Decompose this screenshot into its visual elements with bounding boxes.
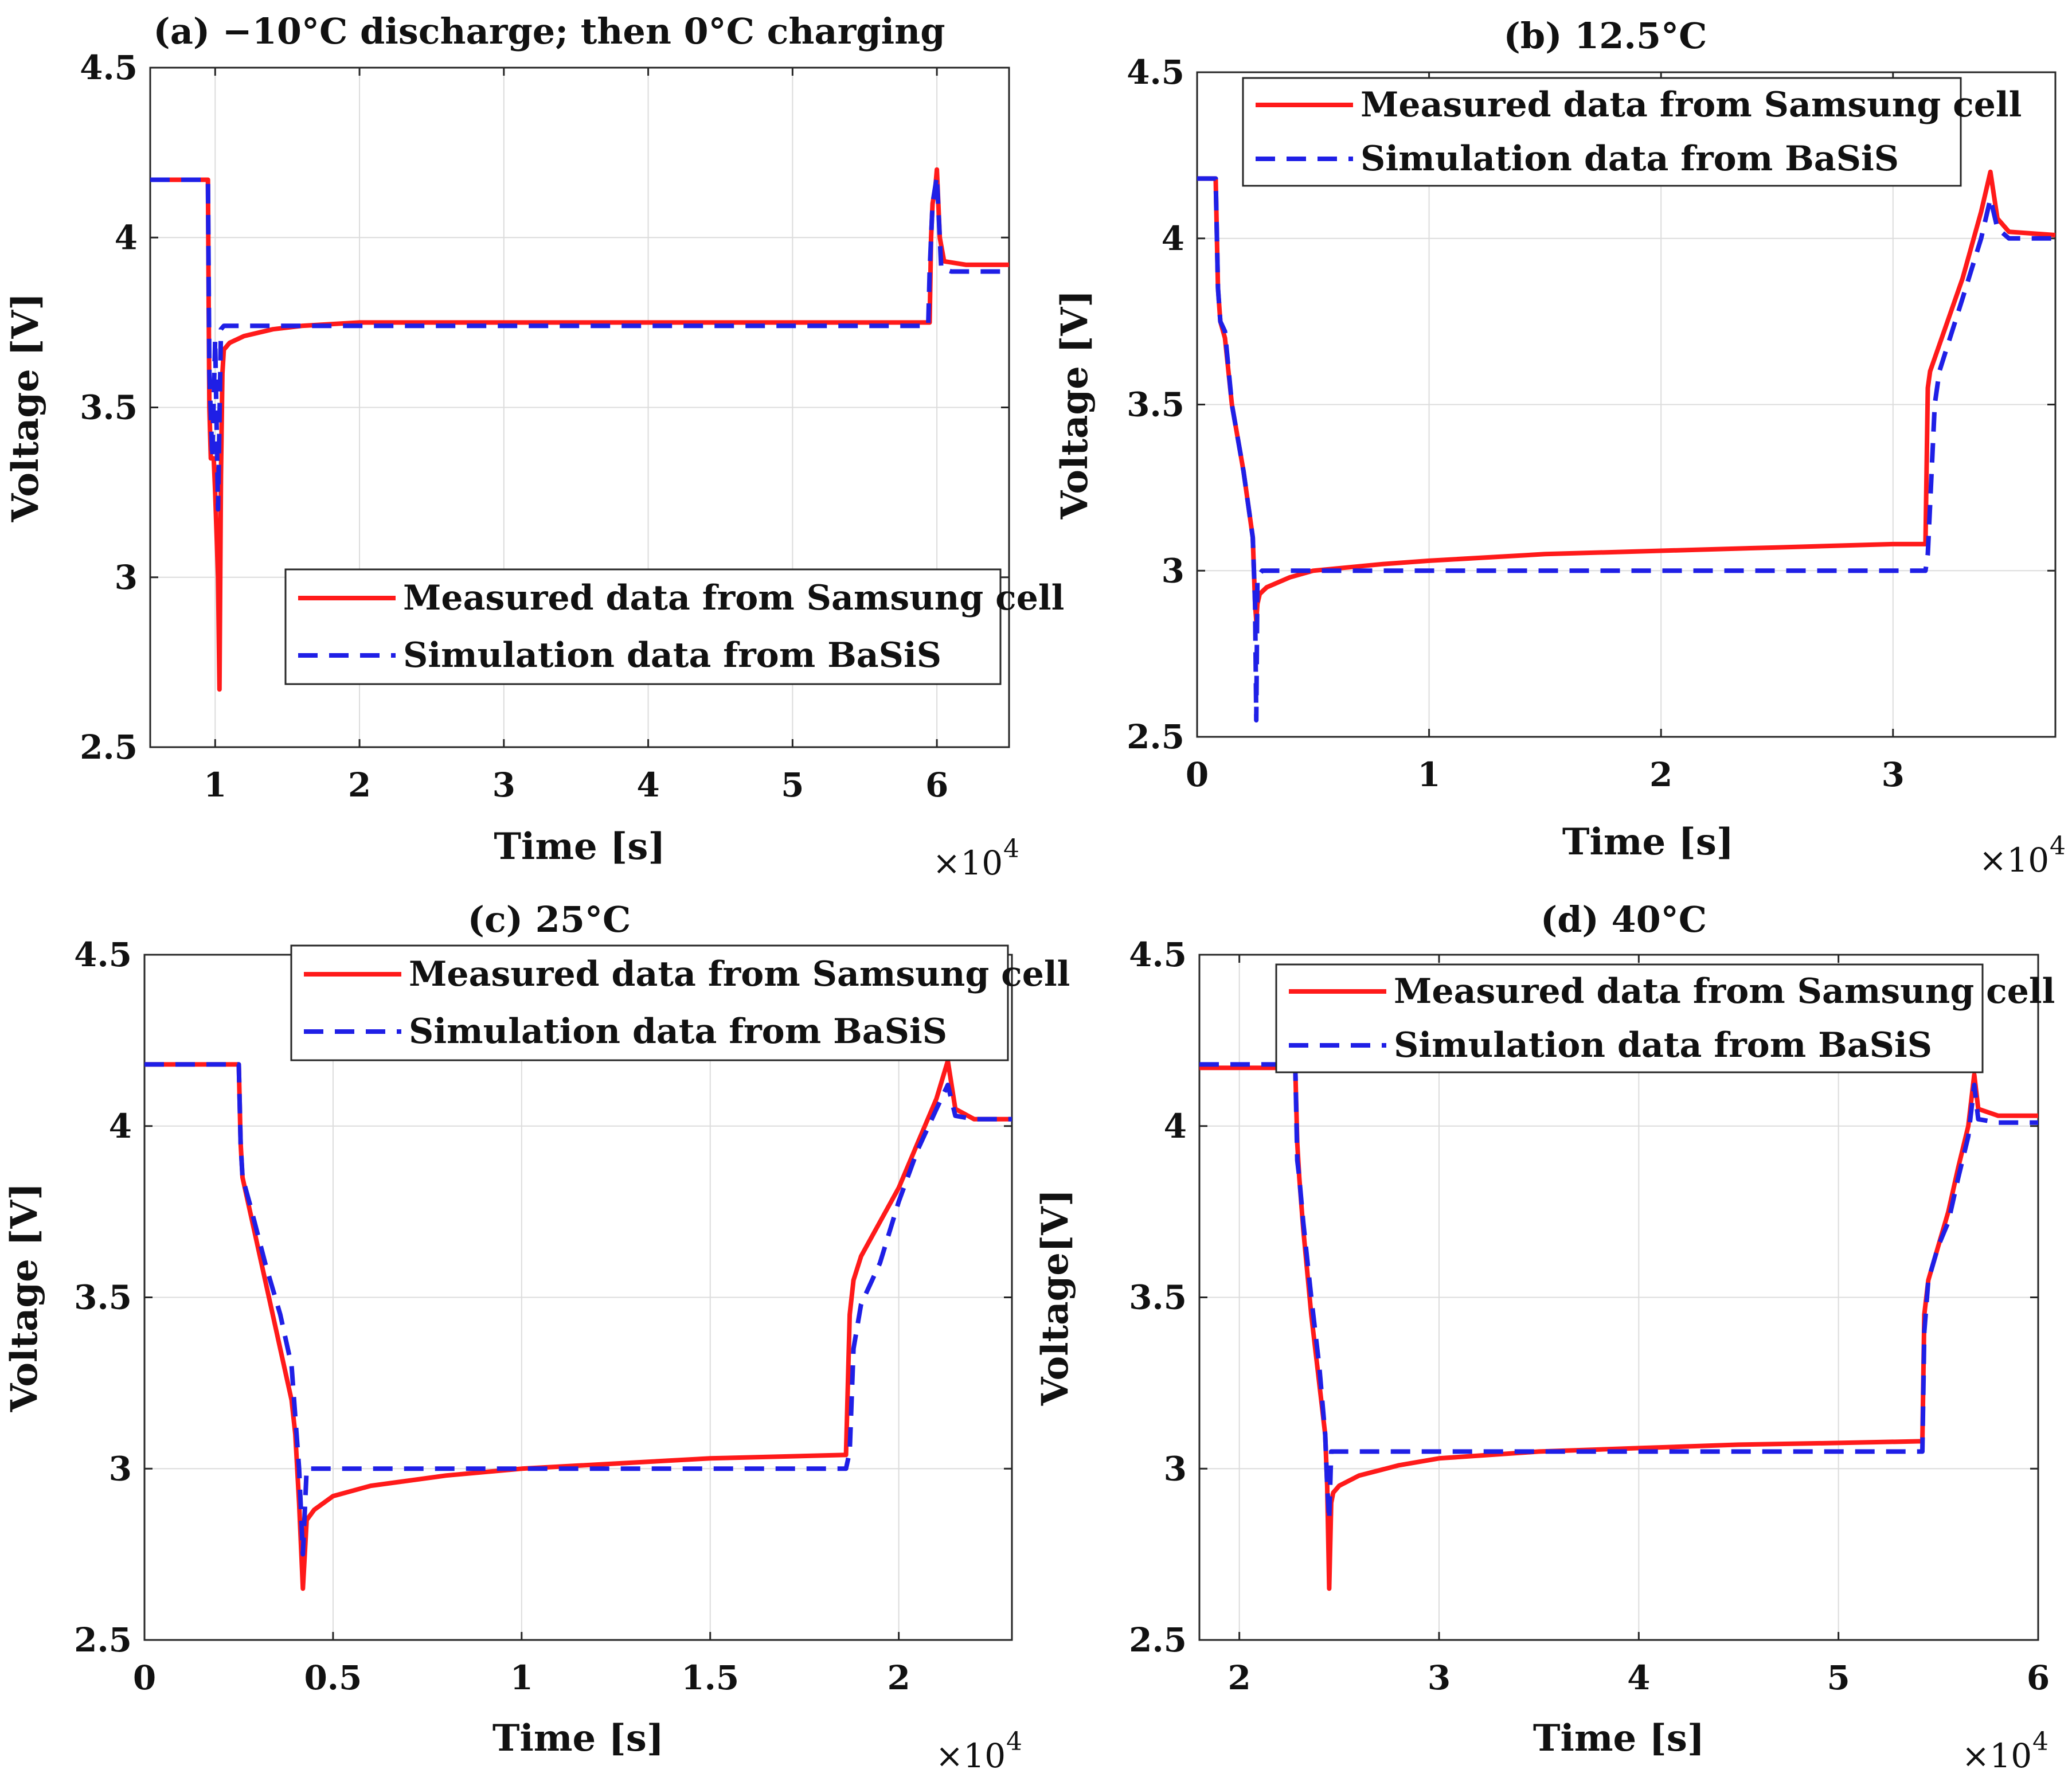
panel-title: (d) 40°C — [1541, 899, 1707, 940]
x-axis-multiplier: ×10 — [933, 843, 1003, 882]
legend: Measured data from Samsung cell Simulatio… — [1275, 963, 2055, 1073]
y-tick-label: 4.5 — [74, 935, 132, 974]
y-tick-label: 4.5 — [1129, 935, 1187, 974]
simulation-series-line — [1197, 176, 2055, 723]
x-axis-multiplier: ×10 — [1962, 1736, 2032, 1773]
y-tick-label: 3.5 — [1129, 1278, 1187, 1317]
legend: Measured data from Samsung cell Simulatio… — [1242, 77, 2022, 187]
x-tick-label: 2 — [348, 766, 371, 805]
x-tick-label: 5 — [1827, 1658, 1850, 1697]
legend-box — [1275, 963, 1984, 1073]
legend-entry-label: Simulation data from BaSiS — [1361, 139, 1899, 179]
x-tick-label: 4 — [636, 766, 659, 805]
y-axis-label: Voltage [V] — [4, 293, 47, 523]
x-axis-label: Time [s] — [494, 825, 665, 868]
x-tick-label: 3 — [492, 766, 515, 805]
x-axis-multiplier-exponent: 4 — [1003, 834, 1019, 864]
y-tick-label: 3.5 — [1127, 385, 1184, 424]
y-tick-label: 2.5 — [1127, 717, 1184, 756]
x-tick-label: 6 — [925, 766, 948, 805]
legend-entry-label: Simulation data from BaSiS — [403, 635, 941, 675]
measured-series-line — [1199, 1065, 2038, 1591]
x-axis-multiplier: ×10 — [936, 1736, 1006, 1773]
x-tick-label: 1 — [204, 766, 226, 805]
simulation-series-line — [150, 174, 1009, 512]
x-tick-label: 2 — [887, 1658, 910, 1697]
panel-title: (c) 25°C — [468, 899, 631, 940]
legend-entry-label: Measured data from Samsung cell — [403, 578, 1064, 618]
panel-c: 0 0.5 1 1.5 2 2.5 3 3.5 4 4.5 (c) 25°C Time [s] Volt… — [3, 899, 1070, 1773]
x-tick-label: 0 — [1186, 755, 1209, 794]
y-tick-label: 3 — [115, 558, 138, 597]
y-tick-label: 4.5 — [80, 48, 138, 87]
legend: Measured data from Samsung cell Simulatio… — [284, 568, 1064, 685]
panel-d: 2 3 4 5 6 2.5 3 3.5 4 4.5 (d) 40°C Time [s] Voltage[… — [1034, 899, 2055, 1773]
y-tick-label: 2.5 — [1129, 1620, 1187, 1659]
y-axis-label: Voltage [V] — [1053, 290, 1096, 520]
x-tick-label: 6 — [2027, 1658, 2050, 1697]
x-axis-label: Time [s] — [1533, 1717, 1704, 1760]
y-tick-label: 2.5 — [74, 1620, 132, 1659]
x-tick-label: 4 — [1627, 1658, 1650, 1697]
panel-title: (a) −10°C discharge; then 0°C charging — [153, 10, 945, 52]
y-tick-label: 3 — [1164, 1449, 1187, 1488]
y-tick-label: 4.5 — [1127, 53, 1184, 92]
measured-series-line — [144, 1059, 1012, 1591]
y-tick-label: 3.5 — [74, 1278, 132, 1317]
simulation-series-line — [144, 1062, 1012, 1557]
legend-box — [290, 944, 1009, 1061]
x-axis-multiplier-exponent: 4 — [1006, 1727, 1022, 1756]
y-tick-label: 4 — [109, 1107, 132, 1146]
x-tick-label: 5 — [781, 766, 804, 805]
x-tick-label: 1 — [510, 1658, 533, 1697]
x-axis-label: Time [s] — [492, 1717, 664, 1760]
x-axis-multiplier-exponent: 4 — [2032, 1727, 2048, 1756]
x-tick-label: 2 — [1227, 1658, 1250, 1697]
y-axis-label: Voltage [V] — [3, 1183, 46, 1413]
x-tick-label: 0.5 — [304, 1658, 362, 1697]
y-tick-label: 4 — [1164, 1107, 1187, 1146]
x-tick-label: 2 — [1649, 755, 1672, 794]
legend: Measured data from Samsung cell Simulatio… — [290, 944, 1070, 1061]
x-axis-multiplier-exponent: 4 — [2050, 831, 2066, 861]
measured-series-line — [1197, 169, 2055, 623]
x-tick-label: 1.5 — [681, 1658, 739, 1697]
x-axis-multiplier: ×10 — [1979, 841, 2049, 880]
legend-box — [284, 568, 1002, 685]
y-tick-label: 4 — [1162, 219, 1184, 258]
y-tick-label: 3 — [1162, 551, 1184, 590]
y-axis-label: Voltage[V] — [1034, 1189, 1077, 1407]
legend-entry-label: Measured data from Samsung cell — [1394, 971, 2055, 1012]
y-tick-label: 3 — [109, 1449, 132, 1488]
x-tick-label: 0 — [133, 1658, 156, 1697]
panel-title: (b) 12.5°C — [1504, 15, 1707, 57]
panel-a: 1 2 3 4 5 6 2.5 3 3.5 4 4.5 (a) −10°C discharge; th… — [4, 10, 1064, 882]
y-tick-label: 3.5 — [80, 388, 138, 427]
x-tick-label: 3 — [1882, 755, 1905, 794]
legend-entry-label: Measured data from Samsung cell — [409, 954, 1070, 994]
x-tick-label: 3 — [1428, 1658, 1451, 1697]
x-axis-label: Time [s] — [1562, 821, 1734, 864]
simulation-series-line — [1199, 1062, 2038, 1522]
panel-b: 0 1 2 3 2.5 3 3.5 4 4.5 (b) 12.5°C Time [s] Voltage… — [1053, 15, 2066, 880]
y-tick-label: 2.5 — [80, 728, 138, 767]
legend-entry-label: Simulation data from BaSiS — [409, 1012, 947, 1052]
legend-box — [1242, 77, 1962, 187]
x-tick-label: 1 — [1417, 755, 1440, 794]
y-tick-label: 4 — [115, 218, 138, 257]
legend-entry-label: Simulation data from BaSiS — [1394, 1025, 1932, 1065]
legend-entry-label: Measured data from Samsung cell — [1361, 85, 2022, 125]
